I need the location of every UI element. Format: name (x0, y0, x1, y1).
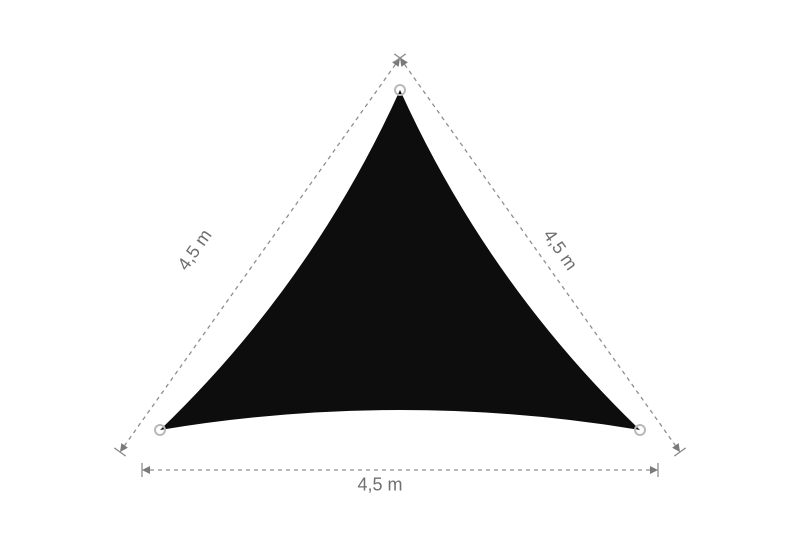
dimension-diagram (0, 0, 800, 533)
diagram-stage: 4,5 m 4,5 m 4,5 m (0, 0, 800, 533)
dimension-label-bottom: 4,5 m (357, 475, 402, 496)
